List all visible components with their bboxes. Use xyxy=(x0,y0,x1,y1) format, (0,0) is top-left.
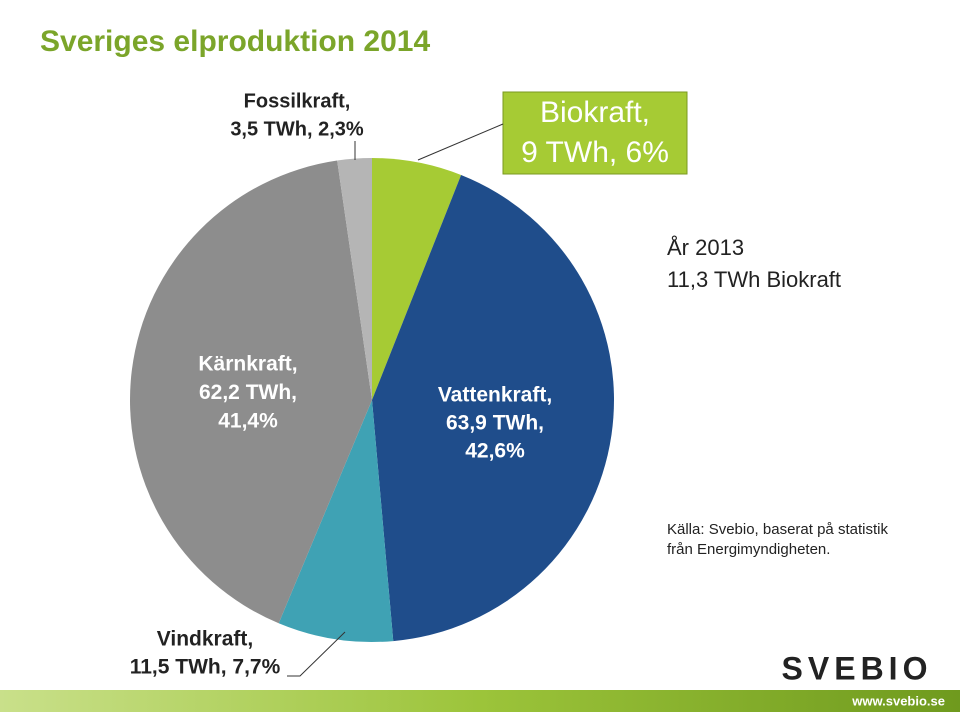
pie-slice xyxy=(278,400,394,642)
data-label: Biokraft, xyxy=(540,96,650,129)
footer-bar xyxy=(0,690,960,712)
data-label: Vattenkraft, xyxy=(438,384,552,407)
annotation: År 2013 xyxy=(667,235,744,260)
data-label: 3,5 TWh, 2,3% xyxy=(230,118,364,140)
source: Källa: Svebio, baserat på statistik xyxy=(667,521,888,538)
labels: Biokraft, 9 TWh, 6% Vattenkraft, 63,9 TWh, 4… xyxy=(130,90,669,678)
data-label: 9 TWh, 6% xyxy=(521,136,669,169)
pie-slice xyxy=(372,174,614,642)
data-label: 63,9 TWh, xyxy=(446,412,544,435)
data-label: Vindkraft, xyxy=(157,628,253,651)
annotation: 11,3 TWh Biokraft xyxy=(667,267,841,292)
data-label: Kärnkraft, xyxy=(198,353,297,376)
footer: www.svebio.se xyxy=(851,693,945,708)
data-label: 62,2 TWh, xyxy=(199,381,297,404)
chart-title: Sveriges elproduktion 2014 xyxy=(40,25,430,58)
pie-slice xyxy=(372,158,462,400)
data-label: 42,6% xyxy=(465,440,525,463)
label-box xyxy=(502,91,688,175)
leader-line xyxy=(417,123,504,161)
data-label: Fossilkraft, xyxy=(244,90,351,112)
pie-slice xyxy=(130,160,372,624)
data-label: 11,5 TWh, 7,7% xyxy=(130,656,281,679)
logo: SVEBIO xyxy=(782,650,933,686)
source: från Energimyndigheten. xyxy=(667,541,830,558)
pie xyxy=(130,158,614,642)
data-label: 41,4% xyxy=(218,410,278,433)
pie-slice xyxy=(337,158,372,400)
leader-line xyxy=(287,631,346,677)
